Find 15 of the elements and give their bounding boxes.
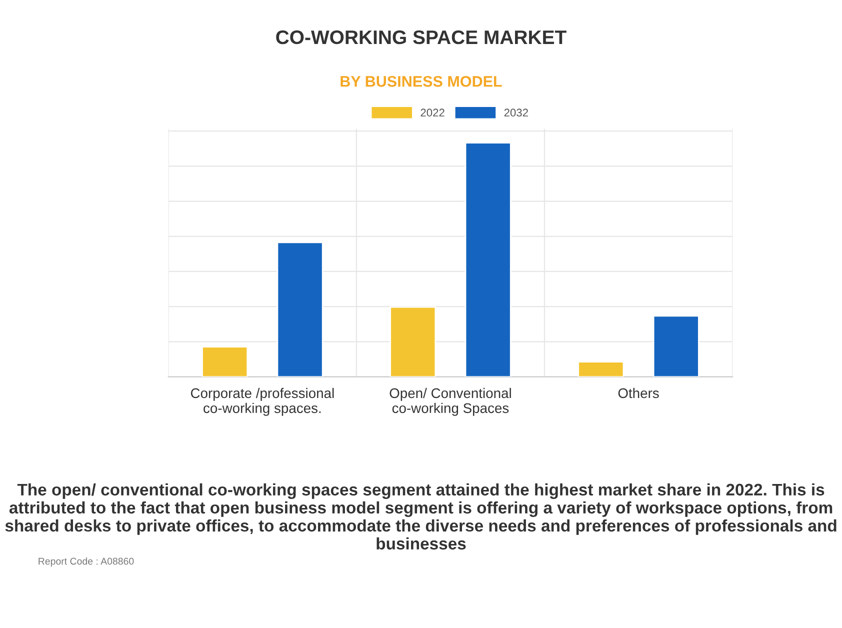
x-tick-label: Corporate /professional co-working spaces. <box>190 388 334 416</box>
chart-subtitle: BY BUSINESS MODEL <box>340 76 502 87</box>
legend-label: 2022 <box>420 108 444 117</box>
bar <box>652 315 700 377</box>
x-tick-label: Others <box>618 388 659 398</box>
chart-title: CO-WORKING SPACE MARKET <box>276 30 566 44</box>
bar <box>464 142 512 377</box>
bar <box>578 361 624 377</box>
bar <box>390 306 436 377</box>
text: Report Code : A08860 <box>38 558 134 567</box>
x-tick-label: Open/ Conventional co-working Spaces <box>390 388 511 416</box>
bar <box>276 242 324 377</box>
bar <box>202 346 248 377</box>
legend-label: 2032 <box>504 108 528 117</box>
text: The open/ conventional co-working spaces segment attained the highest market share in 2022. This is attributed to the fact that open business model segment is offering a variety of workspace options, from shared desks to private offices, to accommodate the diverse needs and preferences of professionals and businesses <box>5 483 836 550</box>
